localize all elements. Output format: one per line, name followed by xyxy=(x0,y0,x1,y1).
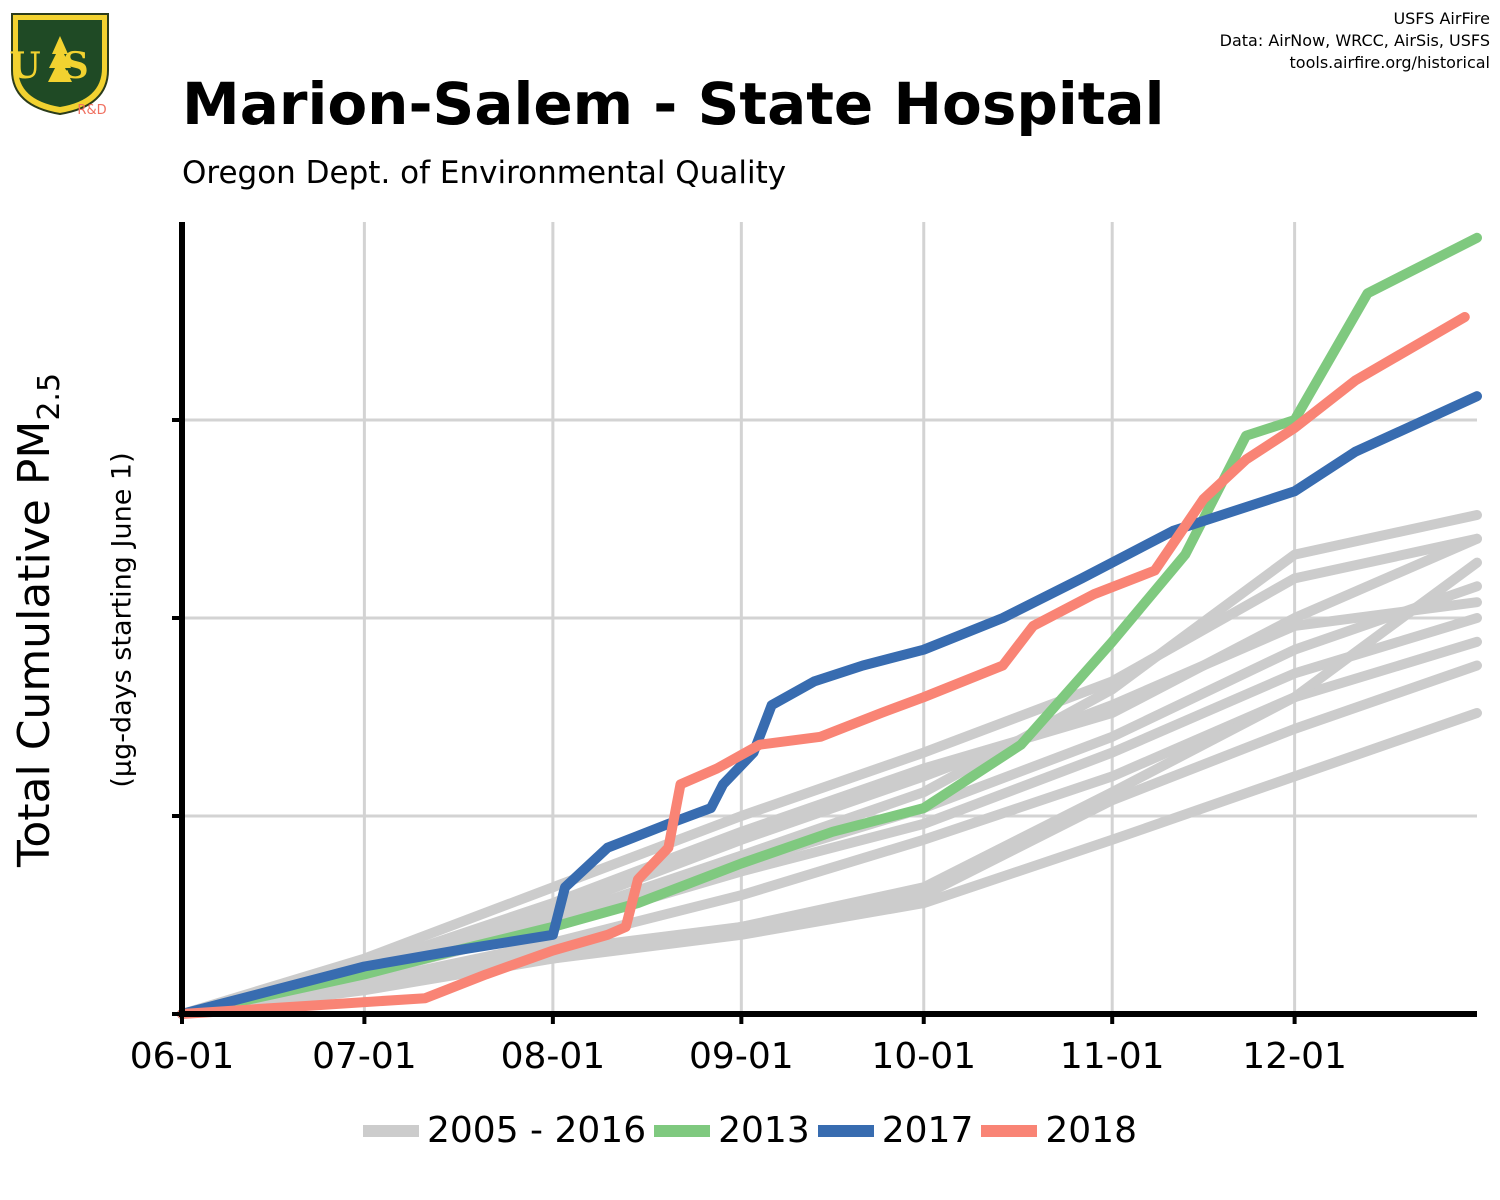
legend-item-historical: 2005 - 2016 xyxy=(363,1110,646,1151)
x-tick-label-11-01: 11-01 xyxy=(1060,1036,1165,1077)
legend-label-2017: 2017 xyxy=(881,1110,974,1151)
x-tick-label-12-01: 12-01 xyxy=(1242,1036,1347,1077)
x-tick-label-07-01: 07-01 xyxy=(312,1036,417,1077)
legend-item-2013: 2013 xyxy=(654,1110,810,1151)
legend-label-historical: 2005 - 2016 xyxy=(427,1110,647,1151)
usfs-shield-logo: US R&D xyxy=(9,13,109,118)
historical-series-layer xyxy=(177,510,1482,1019)
credit-line-3: tools.airfire.org/historical xyxy=(1289,53,1490,72)
data-credit: USFS AirFire Data: AirNow, WRCC, AirSis,… xyxy=(1220,8,1490,74)
historical-series-line-7 xyxy=(177,708,1482,1019)
axis-layer xyxy=(172,222,1477,1024)
series-line-2018 xyxy=(177,312,1470,1019)
chart-legend: 2005 - 2016 2013 2017 2018 xyxy=(0,1110,1500,1151)
logo-rd: R&D xyxy=(77,103,106,118)
x-tick-label-08-01: 08-01 xyxy=(501,1036,606,1077)
x-tick-label-09-01: 09-01 xyxy=(689,1036,794,1077)
series-line-2017 xyxy=(177,391,1482,1019)
historical-series-line-6 xyxy=(177,660,1482,1019)
legend-swatch-2013 xyxy=(654,1124,711,1137)
grid-layer xyxy=(182,222,1477,1014)
chart-subtitle: Oregon Dept. of Environmental Quality xyxy=(182,155,787,191)
legend-item-2017: 2017 xyxy=(817,1110,974,1151)
credit-line-1: USFS AirFire xyxy=(1393,9,1490,28)
highlight-series-layer xyxy=(177,232,1482,1019)
legend-label-2018: 2018 xyxy=(1045,1110,1137,1151)
credit-line-2: Data: AirNow, WRCC, AirSis, USFS xyxy=(1219,31,1490,50)
x-tick-labels: 06-01 07-01 08-01 09-01 10-01 11-01 12-01 xyxy=(130,1036,1347,1077)
legend-swatch-2017 xyxy=(817,1124,874,1137)
legend-swatch-historical xyxy=(363,1124,419,1137)
tree-icon xyxy=(48,36,72,82)
historical-series-line-0 xyxy=(177,533,1482,1019)
x-tick-label-06-01: 06-01 xyxy=(130,1036,235,1077)
legend-item-2018: 2018 xyxy=(981,1110,1137,1151)
x-tick-label-10-01: 10-01 xyxy=(871,1036,976,1077)
chart-title: Marion-Salem - State Hospital xyxy=(182,70,1165,138)
legend-label-2013: 2013 xyxy=(718,1110,810,1151)
cumulative-pm-chart: 06-01 07-01 08-01 09-01 10-01 11-01 12-01 xyxy=(130,222,1482,1077)
legend-swatch-2018 xyxy=(981,1124,1038,1137)
